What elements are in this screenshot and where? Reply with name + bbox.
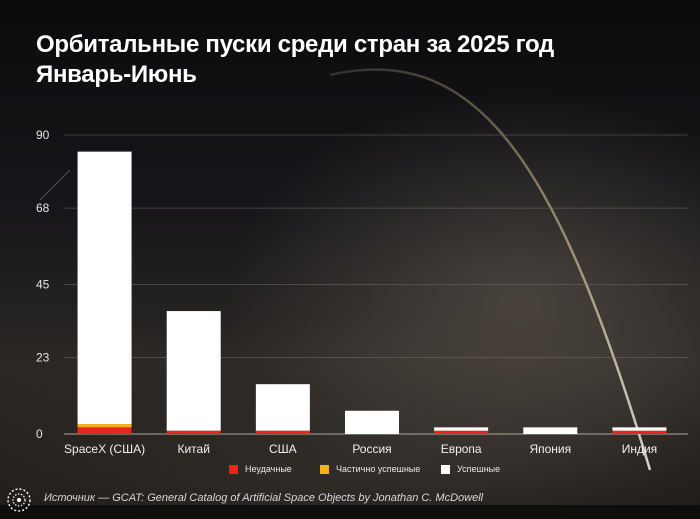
x-category-label: Европа [441,442,482,456]
bar-partial [77,424,132,428]
legend-swatch [441,464,450,474]
x-category-label: Россия [352,442,391,456]
bar-success [345,410,399,434]
y-tick-label: 23 [36,351,50,365]
legend-swatch [229,464,238,474]
legend: Неудачные Частично успешные Успешные [0,464,700,478]
chart-title-line1: Орбитальные пуски среди стран за 2025 го… [36,31,554,58]
legend-label: Неудачные [245,464,292,474]
x-category-label: Китай [177,442,209,456]
bar-failed [434,430,489,434]
legend-item: Неудачные [229,464,292,474]
legend-item: Успешные [441,464,500,474]
bar-success [523,427,578,434]
x-category-label: США [269,442,297,456]
legend-label: Частично успешные [336,464,421,474]
legend-swatch [320,464,329,474]
y-tick-label: 68 [36,201,50,215]
bar-failed [255,430,310,434]
bar-failed [612,430,667,434]
chart-subtitle: Январь-Июнь [36,61,197,88]
x-category-label: Япония [529,442,571,456]
bar-success [612,427,667,431]
chart-title: Орбитальные пуски среди стран за 2025 го… [36,30,554,90]
y-tick-label: 0 [36,427,43,441]
bar-success [255,384,310,431]
y-tick-label: 45 [36,278,50,292]
source-note: Источник — GCAT: General Catalog of Arti… [44,492,484,504]
bar-failed [166,430,221,434]
legend-label: Успешные [457,464,501,474]
legend-item: Частично успешные [320,464,420,474]
y-tick-label: 90 [36,128,50,142]
bar-failed [77,427,132,434]
bar-success [166,311,221,431]
orbit-logo-icon [7,488,31,512]
x-category-label: Индия [622,442,657,456]
bar-success [77,151,132,425]
x-category-label: SpaceX (США) [64,442,145,456]
bar-success [434,427,489,431]
